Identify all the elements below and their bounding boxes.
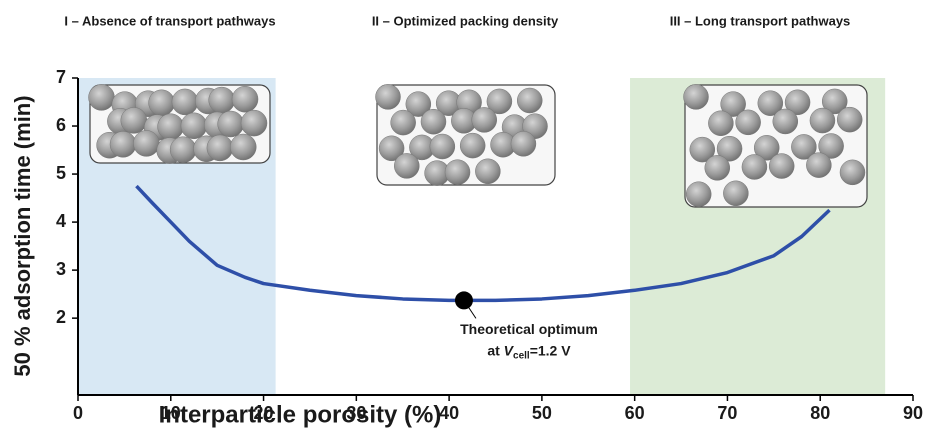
particle xyxy=(180,112,208,140)
y-tick-label: 2 xyxy=(56,307,66,327)
particle xyxy=(836,106,863,133)
particle xyxy=(394,153,420,179)
region-title: I – Absence of transport pathways xyxy=(64,13,275,28)
particle xyxy=(772,108,799,135)
x-tick-label: 40 xyxy=(439,403,459,423)
x-tick-label: 30 xyxy=(346,403,366,423)
particle xyxy=(510,131,537,157)
particle xyxy=(375,84,401,110)
particle xyxy=(420,108,447,135)
x-tick-label: 50 xyxy=(532,403,552,423)
x-tick-label: 0 xyxy=(73,403,83,423)
particle xyxy=(405,91,432,117)
particle xyxy=(231,85,259,113)
particle xyxy=(704,155,731,181)
particle xyxy=(240,109,268,137)
y-axis-label: 50 % adsorption time (min) xyxy=(10,95,35,376)
particle xyxy=(471,107,497,133)
particle xyxy=(757,90,784,116)
x-tick-label: 10 xyxy=(161,403,181,423)
particle xyxy=(806,152,832,178)
particle xyxy=(148,89,175,117)
particle xyxy=(818,133,844,159)
annotation: Theoretical optimum xyxy=(460,321,598,337)
annotation-part: =1.2 V xyxy=(530,342,572,358)
particle xyxy=(784,89,811,116)
annotation-part: at xyxy=(487,342,503,358)
x-tick-label: 80 xyxy=(810,403,830,423)
particle xyxy=(768,153,795,179)
particle xyxy=(516,87,543,114)
x-axis-label: Interparticle porosity (%) xyxy=(159,401,442,428)
particle xyxy=(720,91,746,117)
particle xyxy=(821,88,848,115)
particle xyxy=(133,130,160,157)
particle xyxy=(683,84,709,110)
particle xyxy=(741,154,768,180)
particle xyxy=(208,86,235,114)
particle xyxy=(88,84,115,111)
particle xyxy=(206,134,234,162)
particle xyxy=(475,158,501,185)
particle xyxy=(444,159,471,185)
x-tick-label: 90 xyxy=(903,403,923,423)
x-tick-label: 70 xyxy=(717,403,737,423)
particle xyxy=(429,133,456,160)
particle xyxy=(169,136,197,163)
particle xyxy=(723,180,749,207)
particle xyxy=(689,136,716,163)
particle xyxy=(753,135,780,161)
annotation: at Vcell=1.2 V xyxy=(487,342,571,361)
y-tick-label: 6 xyxy=(56,115,66,135)
y-tick-label: 7 xyxy=(56,67,66,87)
particle xyxy=(459,132,486,159)
particle xyxy=(791,134,817,160)
region-title: II – Optimized packing density xyxy=(372,13,559,28)
y-tick-label: 4 xyxy=(56,211,66,231)
particle xyxy=(809,107,836,134)
y-tick-label: 5 xyxy=(56,163,66,183)
particle xyxy=(708,110,734,136)
annotation-part: V xyxy=(504,342,515,358)
particle xyxy=(229,133,257,161)
particle xyxy=(735,109,761,136)
particle xyxy=(378,135,405,162)
particle xyxy=(390,109,416,136)
x-tick-label: 60 xyxy=(625,403,645,423)
data-line xyxy=(135,184,831,303)
y-tick-label: 3 xyxy=(56,259,66,279)
particle xyxy=(120,107,148,134)
particle xyxy=(716,135,743,162)
region-title: III – Long transport pathways xyxy=(670,13,851,28)
optimum-point xyxy=(454,291,473,310)
particle xyxy=(685,181,712,207)
particle xyxy=(486,88,513,115)
x-tick-label: 20 xyxy=(254,403,274,423)
particle xyxy=(171,88,199,116)
particle xyxy=(109,131,137,158)
particle xyxy=(839,159,866,186)
particle xyxy=(217,110,244,138)
particle xyxy=(157,113,184,140)
annotation-part: cell xyxy=(513,350,530,361)
